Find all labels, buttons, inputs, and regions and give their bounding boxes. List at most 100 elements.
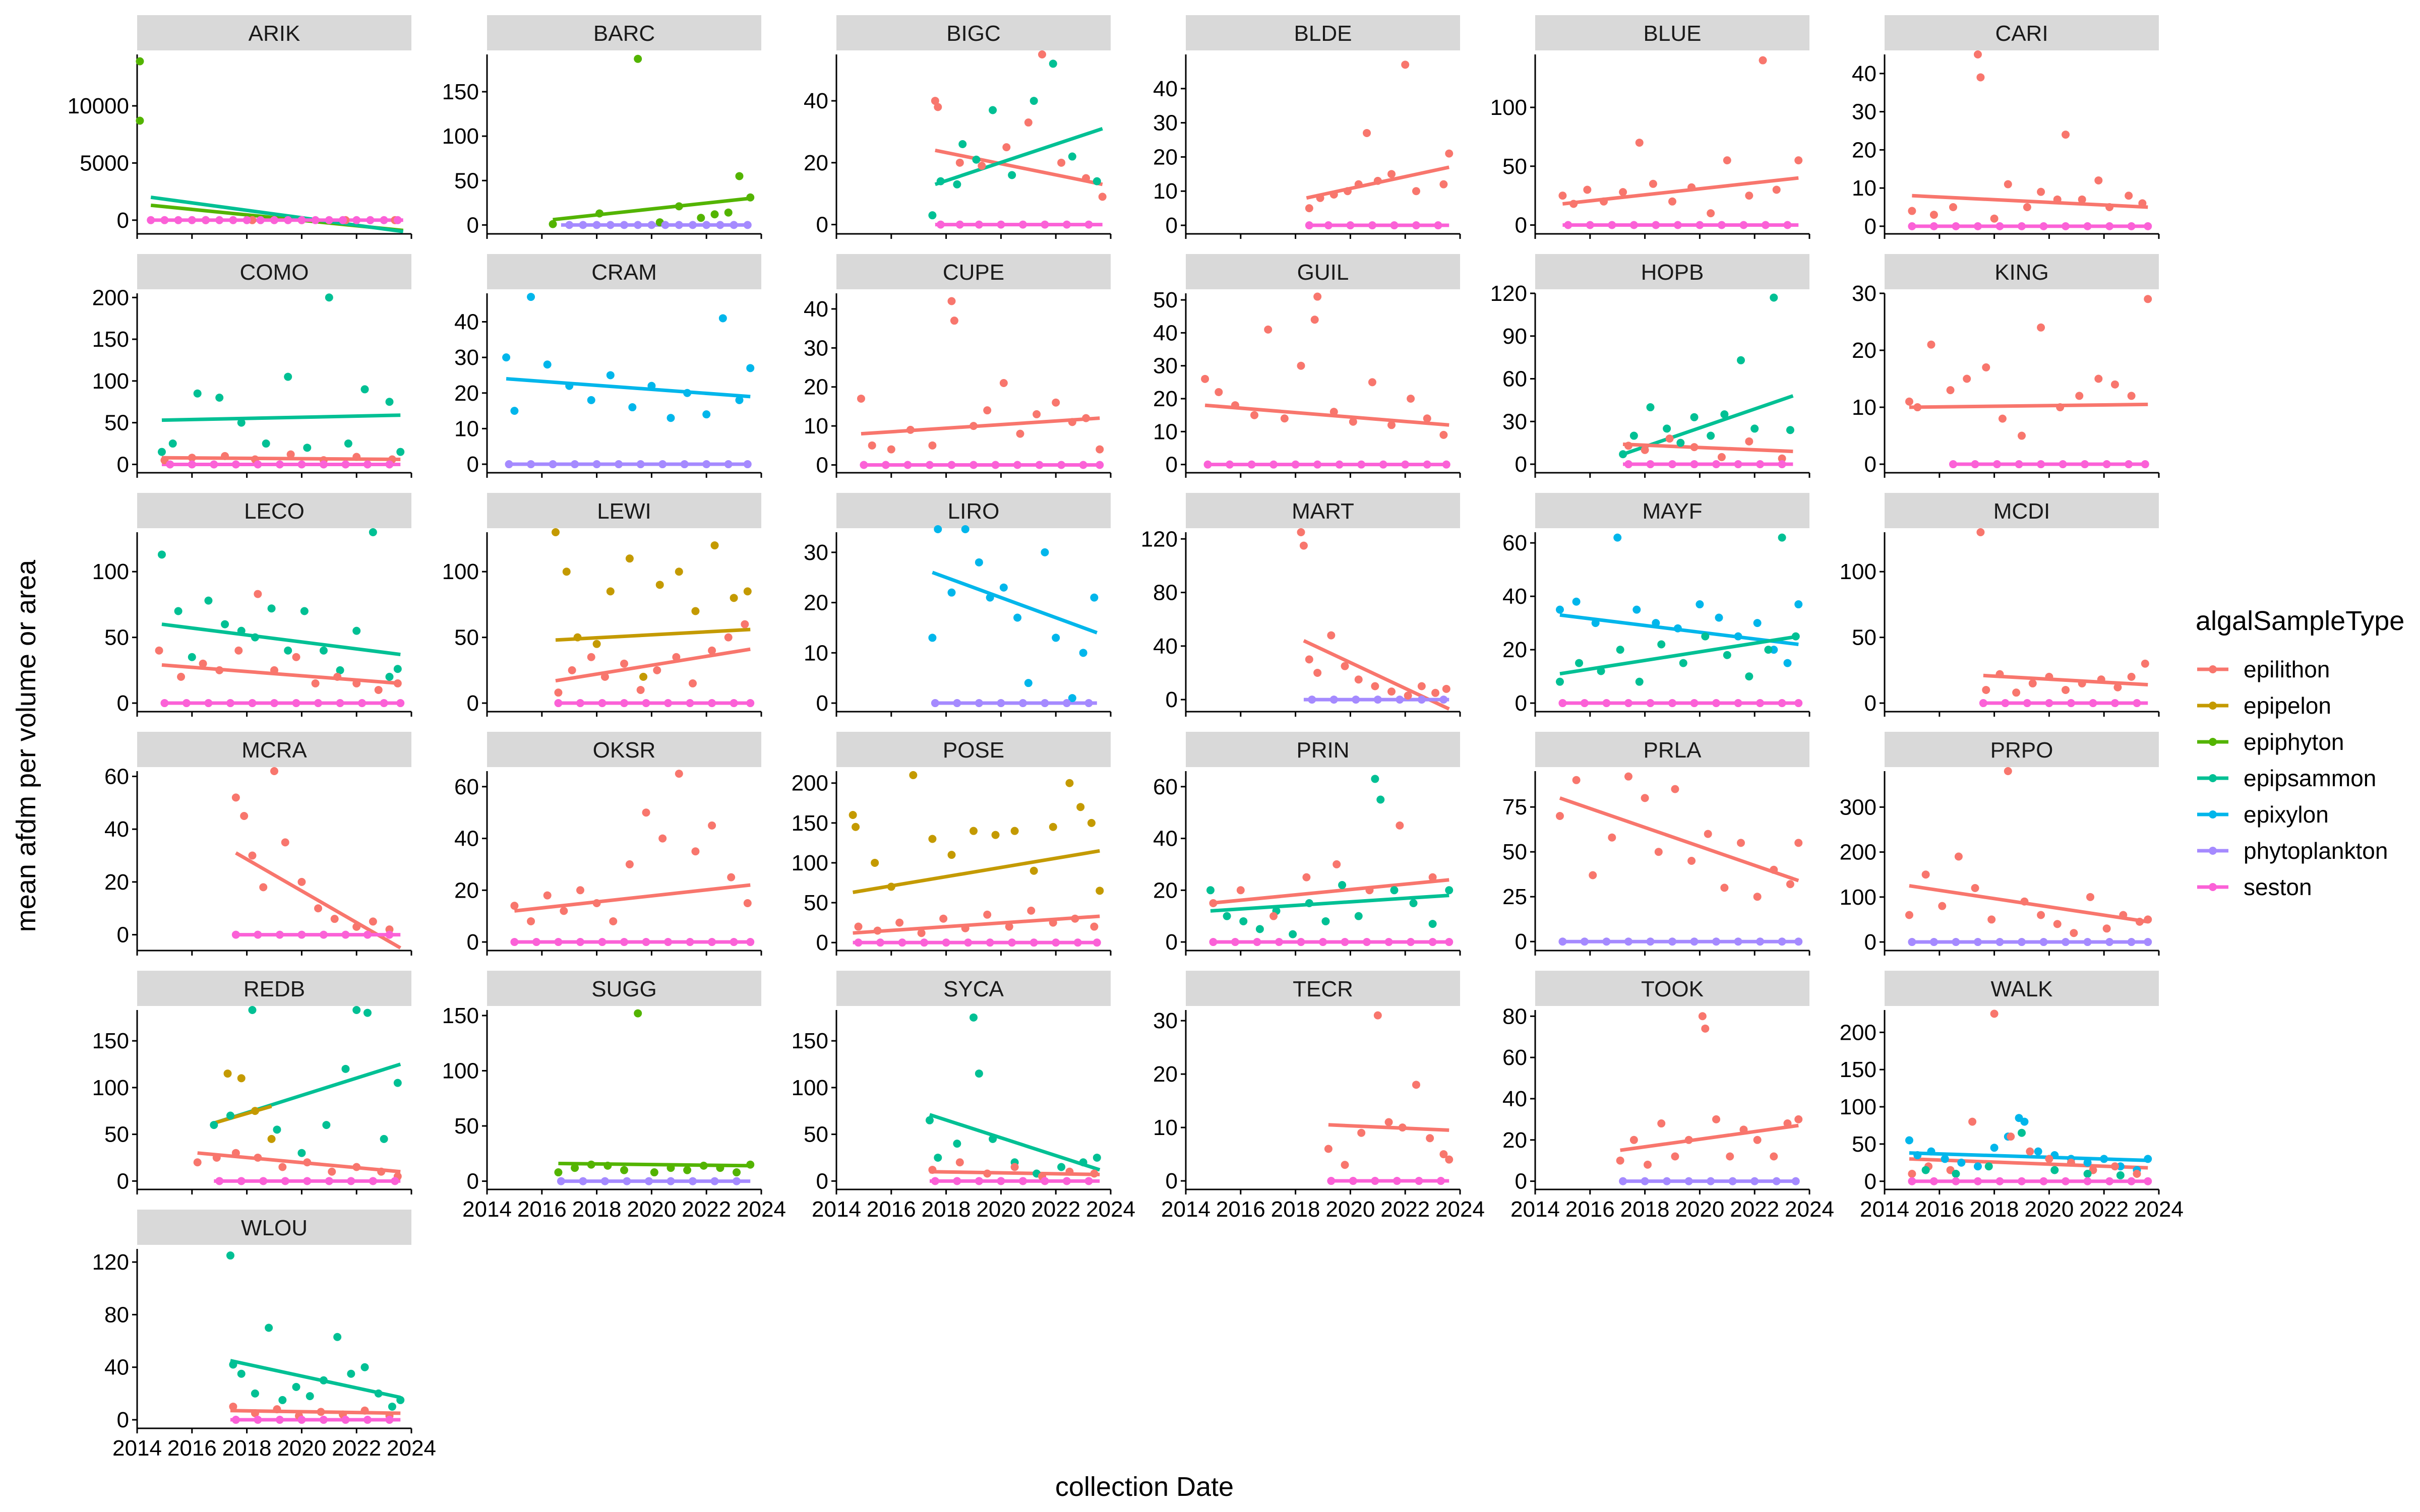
point-epilithon — [1407, 395, 1415, 403]
point-epilithon — [1033, 410, 1041, 418]
y-tick-label: 40 — [1153, 321, 1178, 345]
point-epilithon — [970, 422, 978, 430]
y-tick-label: 0 — [1166, 687, 1178, 712]
point-epilithon — [1644, 1160, 1652, 1169]
y-tick-label: 300 — [1840, 795, 1877, 820]
point-epilithon — [2133, 1169, 2141, 1178]
point-seston — [319, 1416, 328, 1424]
point-epipsammon — [237, 626, 246, 635]
point-epilithon — [286, 450, 295, 459]
point-seston — [1442, 460, 1450, 469]
point-phytoplankton — [1973, 938, 1982, 947]
point-epilithon — [2119, 911, 2128, 919]
legend-label-epipsammon: epipsammon — [2244, 765, 2376, 791]
point-epilithon — [1629, 1136, 1638, 1144]
point-seston — [336, 699, 344, 708]
panel-king: KING 0 10 20 30 — [1852, 254, 2160, 478]
point-epilithon — [1363, 129, 1371, 137]
facet-label: KING — [1994, 260, 2049, 285]
point-epilithon — [1398, 1123, 1407, 1132]
facet-label: ARIK — [249, 21, 300, 46]
point-seston — [1586, 221, 1594, 229]
y-tick-label: 60 — [1502, 367, 1527, 392]
point-epilithon — [743, 899, 752, 907]
legend-key-dot-phytoplankton — [2209, 847, 2217, 855]
point-epiphyton — [554, 1168, 563, 1177]
point-epiphyton — [650, 1168, 658, 1177]
point-epilithon — [931, 97, 939, 105]
point-seston — [2083, 1177, 2092, 1185]
point-epixylon — [647, 382, 656, 390]
trend-line-epilithon — [1559, 796, 1799, 883]
point-epipsammon — [278, 1396, 287, 1404]
point-epilithon — [560, 907, 568, 915]
point-phytoplankton — [527, 460, 535, 469]
facet-label: TECR — [1293, 977, 1353, 1001]
point-seston — [746, 699, 755, 708]
point-seston — [532, 938, 540, 947]
point-epipsammon — [1575, 659, 1584, 667]
point-epipsammon — [1321, 917, 1330, 925]
point-phytoplankton — [1558, 937, 1567, 946]
x-tick-label: 2020 — [976, 1197, 1025, 1222]
point-epilithon — [510, 902, 519, 910]
trend-line-epixylon — [1909, 1151, 2148, 1162]
x-tick-label: 2014 — [1510, 1197, 1560, 1222]
point-seston — [2081, 460, 2089, 469]
point-epipsammon — [168, 439, 177, 448]
point-phytoplankton — [1580, 937, 1589, 946]
point-epilithon — [281, 838, 289, 847]
point-seston — [1368, 221, 1376, 230]
trend-line-epilithon — [935, 148, 1103, 186]
point-seston — [1646, 699, 1655, 708]
point-seston — [1073, 938, 1082, 947]
point-epilithon — [1269, 912, 1278, 920]
point-epilithon — [1665, 434, 1674, 443]
point-epipelon — [849, 811, 857, 820]
point-phytoplankton — [615, 460, 623, 469]
point-epilithon — [1946, 386, 1955, 395]
point-epilithon — [2045, 1155, 2053, 1163]
point-epilithon — [928, 1166, 937, 1174]
point-epipsammon — [1338, 881, 1347, 890]
point-epixylon — [1673, 624, 1682, 633]
legend-label-epiphyton: epiphyton — [2244, 729, 2344, 755]
point-epixylon — [1052, 634, 1060, 642]
point-epipelon — [1076, 803, 1085, 811]
x-tick-label: 2022 — [332, 1436, 381, 1461]
point-epilithon — [1698, 1012, 1707, 1021]
point-seston — [1357, 460, 1366, 469]
point-epilithon — [1569, 200, 1578, 208]
point-epilithon — [1371, 682, 1379, 690]
y-tick-label: 30 — [1153, 111, 1178, 136]
y-tick-label: 0 — [1515, 691, 1527, 716]
point-phytoplankton — [2018, 938, 2026, 947]
point-phytoplankton — [1308, 696, 1316, 704]
point-epilithon — [1445, 1155, 1454, 1164]
point-phytoplankton — [600, 1177, 609, 1185]
trend-line-epixylon — [506, 377, 751, 399]
point-epilithon — [708, 821, 716, 830]
point-epilithon — [2086, 893, 2094, 901]
point-epilithon — [1908, 1169, 1916, 1178]
point-epipelon — [592, 640, 601, 648]
point-epilithon — [1316, 194, 1324, 202]
point-epilithon — [229, 1402, 237, 1411]
point-epipsammon — [1079, 1158, 1087, 1167]
panel-liro: LIRO 0 10 20 30 — [804, 493, 1112, 717]
facet-label: POSE — [943, 738, 1004, 763]
point-seston — [1794, 699, 1803, 708]
point-phytoplankton — [1417, 696, 1426, 704]
point-epipsammon — [344, 439, 352, 448]
point-epipsammon — [2083, 1169, 2092, 1178]
facet-strip — [137, 732, 411, 767]
point-seston — [396, 699, 405, 708]
point-seston — [319, 930, 328, 939]
point-epipsammon — [1690, 413, 1699, 421]
point-epilithon — [1341, 662, 1349, 670]
point-epilithon — [1794, 1115, 1803, 1123]
point-epilithon — [2026, 1147, 2034, 1156]
point-epilithon — [1717, 453, 1726, 461]
y-tick-label: 40 — [1153, 77, 1178, 101]
y-tick-label: 0 — [1166, 453, 1178, 477]
